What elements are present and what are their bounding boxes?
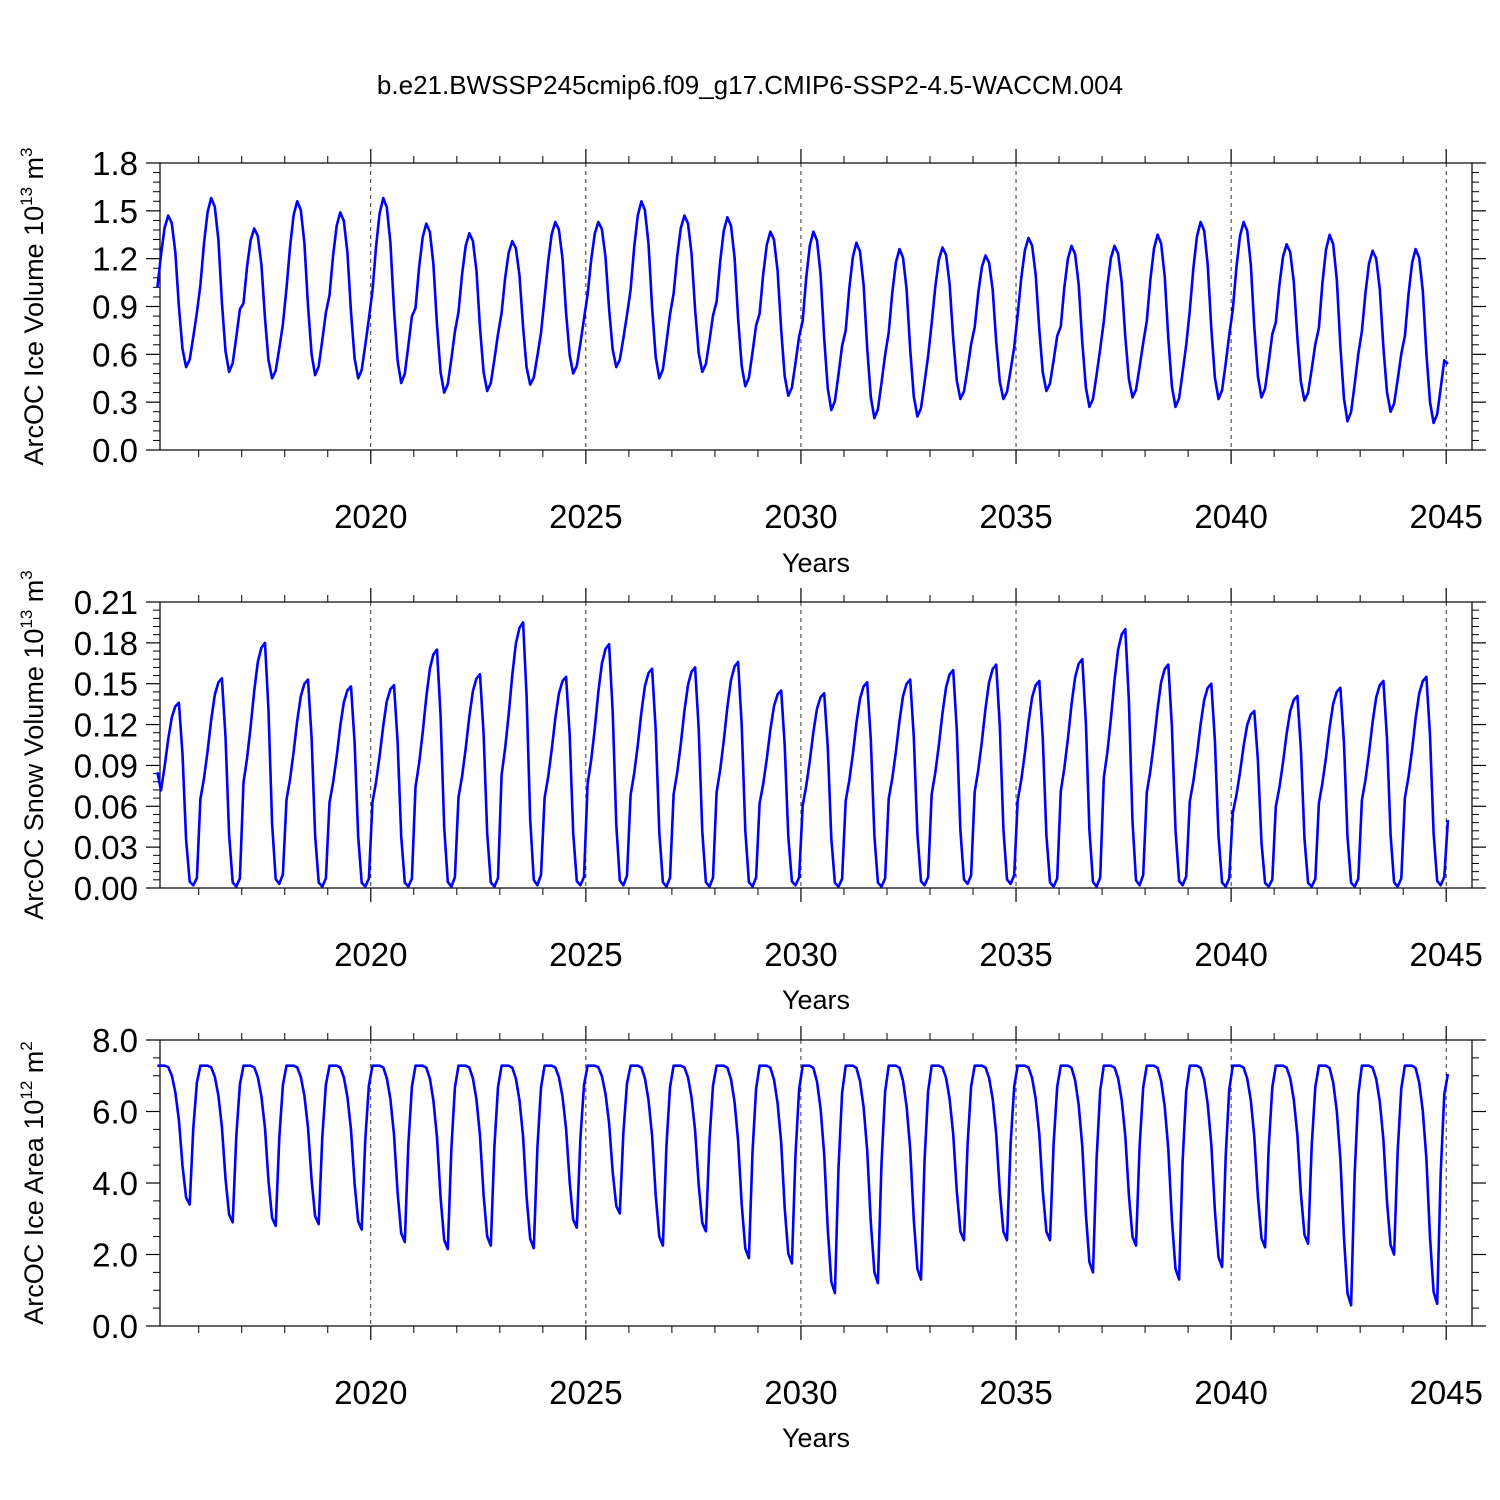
x-tick-label: 2040 — [1194, 936, 1267, 973]
series-line — [156, 621, 1450, 888]
y-tick-label: 0.09 — [74, 747, 138, 784]
y-tick-label: 0.3 — [92, 384, 138, 421]
x-tick-label: 2025 — [549, 936, 622, 973]
x-tick-label: 2045 — [1409, 1374, 1482, 1411]
x-tick-label: 2040 — [1194, 498, 1267, 535]
x-tick-label: 2035 — [979, 936, 1052, 973]
x-tick-label: 2020 — [334, 936, 407, 973]
x-tick-label: 2045 — [1409, 936, 1482, 973]
x-tick-label: 2025 — [549, 498, 622, 535]
y-axis-title: ArcOC Snow Volume 1013 m3 — [17, 570, 49, 920]
x-tick-label: 2045 — [1409, 498, 1482, 535]
x-tick-label: 2040 — [1194, 1374, 1267, 1411]
x-tick-label: 2030 — [764, 936, 837, 973]
x-tick-label: 2020 — [334, 1374, 407, 1411]
y-tick-label: 2.0 — [92, 1237, 138, 1274]
y-tick-label: 0.15 — [74, 666, 138, 703]
plot-frame — [159, 162, 1473, 451]
y-tick-label: 0.03 — [74, 829, 138, 866]
page-title: b.e21.BWSSP245cmip6.f09_g17.CMIP6-SSP2-4… — [376, 70, 1124, 100]
x-tick-label: 2030 — [764, 498, 837, 535]
series-line — [156, 196, 1449, 425]
y-tick-label: 0.0 — [92, 432, 138, 469]
x-tick-label: 2020 — [334, 498, 407, 535]
y-tick-label: 0.21 — [74, 584, 138, 621]
y-tick-label: 0.06 — [74, 788, 138, 825]
x-tick-label: 2035 — [979, 498, 1052, 535]
y-tick-label: 8.0 — [92, 1022, 138, 1059]
y-tick-label: 0.18 — [74, 625, 138, 662]
y-tick-label: 4.0 — [92, 1165, 138, 1202]
y-tick-label: 1.5 — [92, 193, 138, 230]
series-line — [157, 1064, 1450, 1307]
panel-ice-area: 2020 2025 2030 2035 2040 2045 0.0 2.0 4.0 6.0 8.0 Y… — [17, 1022, 1486, 1453]
x-axis-title: Years — [782, 985, 850, 1015]
y-tick-label: 0.12 — [74, 707, 138, 744]
y-tick-label: 6.0 — [92, 1094, 138, 1131]
panel-snow-volume: 2020 2025 2030 2035 2040 2045 0.00 0.03 0.06 0.09… — [17, 570, 1486, 1015]
panel-ice-volume: 2020 2025 2030 2035 2040 2045 0.0 0.3 0.6 0.9 1.2 1… — [17, 145, 1486, 578]
y-tick-label: 1.8 — [92, 145, 138, 182]
y-tick-label: 0.9 — [92, 289, 138, 326]
x-tick-label: 2030 — [764, 1374, 837, 1411]
x-axis-title: Years — [782, 548, 850, 578]
y-axis-title: ArcOC Ice Volume 1013 m3 — [17, 147, 49, 465]
y-axis-title: ArcOC Ice Area 1012 m2 — [17, 1041, 49, 1325]
y-tick-label: 0.00 — [74, 870, 138, 907]
x-tick-label: 2025 — [549, 1374, 622, 1411]
plot-frame — [159, 601, 1473, 889]
y-tick-label: 0.0 — [92, 1308, 138, 1345]
y-tick-label: 1.2 — [92, 241, 138, 278]
x-axis-title: Years — [782, 1423, 850, 1453]
y-tick-label: 0.6 — [92, 336, 138, 373]
x-tick-label: 2035 — [979, 1374, 1052, 1411]
